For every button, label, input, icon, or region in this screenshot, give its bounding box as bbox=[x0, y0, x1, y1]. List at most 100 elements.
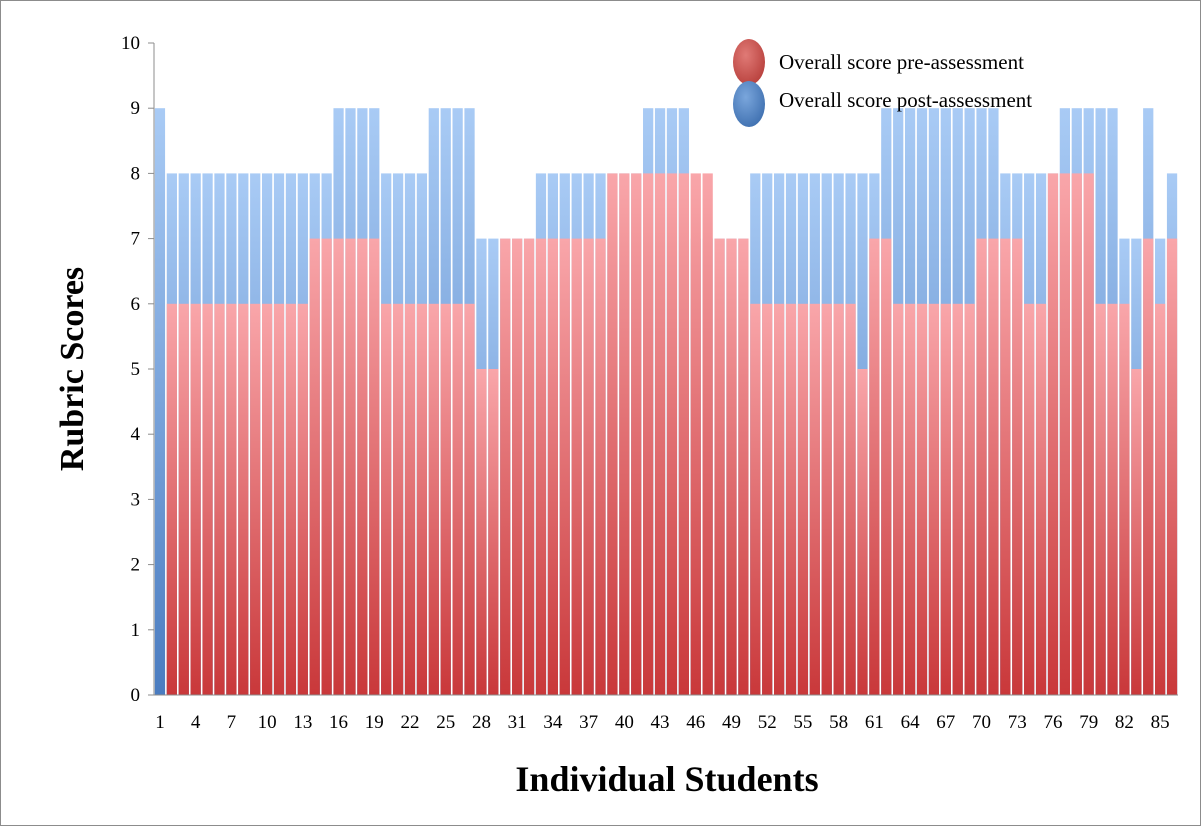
pre-bar-46 bbox=[690, 173, 701, 695]
x-tick-label: 76 bbox=[1043, 712, 1062, 733]
x-tick-label: 1 bbox=[155, 712, 165, 733]
pre-bar-22 bbox=[404, 303, 416, 695]
x-tick-label: 52 bbox=[758, 712, 777, 733]
pre-bar-9 bbox=[250, 303, 261, 695]
x-tick-label: 10 bbox=[258, 712, 277, 733]
pre-bar-64 bbox=[904, 303, 916, 695]
pre-bar-39 bbox=[607, 173, 618, 695]
pre-bar-59 bbox=[845, 303, 856, 695]
y-tick-label: 0 bbox=[131, 685, 141, 706]
pre-bar-36 bbox=[571, 238, 582, 695]
pre-bar-47 bbox=[702, 173, 713, 695]
y-tick-label: 1 bbox=[131, 620, 141, 641]
legend: Overall score pre-assessment Overall sco… bbox=[733, 39, 1032, 127]
pre-bar-41 bbox=[631, 173, 642, 695]
pre-bar-49 bbox=[726, 238, 737, 695]
pre-bar-78 bbox=[1071, 173, 1082, 695]
pre-bar-24 bbox=[428, 303, 439, 695]
pre-bar-28 bbox=[476, 369, 487, 695]
y-tick-label: 5 bbox=[131, 359, 141, 380]
pre-bar-54 bbox=[785, 303, 797, 695]
pre-bar-65 bbox=[916, 303, 928, 695]
x-tick-label: 22 bbox=[401, 712, 420, 733]
pre-bar-52 bbox=[762, 303, 773, 695]
pre-bar-26 bbox=[452, 303, 463, 695]
pre-bar-74 bbox=[1024, 303, 1035, 695]
pre-bar-77 bbox=[1059, 173, 1070, 695]
x-tick-label: 13 bbox=[293, 712, 312, 733]
x-axis-ticks: 1 4 7 10 13 16 19 22 25 28 31 34 37 40 43 46 49 52 55 58 61 6… bbox=[155, 712, 1169, 733]
x-tick-label: 25 bbox=[436, 712, 455, 733]
pre-bar-23 bbox=[416, 303, 428, 695]
pre-bar-3 bbox=[178, 303, 189, 695]
pre-bar-31 bbox=[512, 238, 523, 695]
x-tick-label: 43 bbox=[651, 712, 670, 733]
pre-bar-58 bbox=[833, 303, 844, 695]
y-tick-label: 10 bbox=[121, 33, 140, 54]
x-tick-label: 46 bbox=[686, 712, 705, 733]
pre-bar-20 bbox=[381, 303, 392, 695]
x-tick-label: 67 bbox=[936, 712, 955, 733]
x-tick-label: 7 bbox=[227, 712, 237, 733]
pre-bar-35 bbox=[559, 238, 570, 695]
pre-bar-8 bbox=[238, 303, 249, 695]
legend-swatch-post bbox=[733, 81, 765, 127]
y-tick-label: 2 bbox=[131, 555, 141, 576]
legend-swatch-pre bbox=[733, 39, 765, 85]
pre-bar-45 bbox=[678, 173, 689, 695]
x-tick-label: 61 bbox=[865, 712, 884, 733]
pre-bar-38 bbox=[595, 238, 606, 695]
pre-bar-66 bbox=[928, 303, 940, 695]
x-tick-label: 70 bbox=[972, 712, 991, 733]
pre-bar-81 bbox=[1107, 303, 1118, 695]
pre-bar-56 bbox=[809, 303, 820, 695]
pre-bar-34 bbox=[547, 238, 558, 695]
pre-bar-69 bbox=[964, 303, 975, 695]
y-axis-title: Rubric Scores bbox=[54, 267, 91, 471]
pre-bar-42 bbox=[643, 173, 654, 695]
pre-bar-55 bbox=[797, 303, 809, 695]
x-tick-label: 49 bbox=[722, 712, 741, 733]
pre-bar-70 bbox=[976, 238, 987, 695]
x-tick-label: 4 bbox=[191, 712, 201, 733]
x-tick-label: 19 bbox=[365, 712, 384, 733]
pre-bar-85 bbox=[1155, 303, 1166, 695]
pre-bar-73 bbox=[1012, 238, 1023, 695]
pre-bar-82 bbox=[1119, 303, 1130, 695]
x-tick-label: 64 bbox=[901, 712, 921, 733]
pre-bar-48 bbox=[714, 238, 725, 695]
pre-bar-40 bbox=[619, 173, 630, 695]
y-axis-ticks: 0 1 2 3 4 5 6 7 8 9 10 bbox=[121, 33, 154, 706]
pre-bar-80 bbox=[1095, 303, 1106, 695]
x-tick-label: 37 bbox=[579, 712, 598, 733]
pre-bar-5 bbox=[202, 303, 213, 695]
pre-bar-51 bbox=[750, 303, 761, 695]
x-tick-label: 85 bbox=[1151, 712, 1170, 733]
x-tick-label: 28 bbox=[472, 712, 491, 733]
pre-bar-75 bbox=[1035, 303, 1047, 695]
pre-bar-33 bbox=[535, 238, 547, 695]
x-tick-label: 58 bbox=[829, 712, 848, 733]
y-tick-label: 7 bbox=[131, 229, 141, 250]
pre-assessment-bars bbox=[166, 173, 1178, 695]
pre-bar-29 bbox=[488, 369, 499, 695]
y-tick-label: 6 bbox=[131, 294, 141, 315]
y-tick-label: 3 bbox=[131, 489, 141, 510]
post-bar-1 bbox=[154, 108, 166, 695]
pre-bar-18 bbox=[357, 238, 368, 695]
post-assessment-bars bbox=[154, 108, 1178, 695]
pre-bar-19 bbox=[369, 238, 380, 695]
pre-bar-61 bbox=[869, 238, 880, 695]
x-tick-label: 79 bbox=[1079, 712, 1098, 733]
pre-bar-72 bbox=[1000, 238, 1011, 695]
pre-bar-68 bbox=[952, 303, 963, 695]
y-tick-label: 4 bbox=[131, 424, 141, 445]
pre-bar-6 bbox=[214, 303, 225, 695]
pre-bar-27 bbox=[464, 303, 475, 695]
pre-bar-84 bbox=[1143, 238, 1154, 695]
pre-bar-16 bbox=[333, 238, 344, 695]
x-tick-label: 82 bbox=[1115, 712, 1134, 733]
x-axis-title: Individual Students bbox=[515, 759, 818, 799]
pre-bar-12 bbox=[285, 303, 297, 695]
